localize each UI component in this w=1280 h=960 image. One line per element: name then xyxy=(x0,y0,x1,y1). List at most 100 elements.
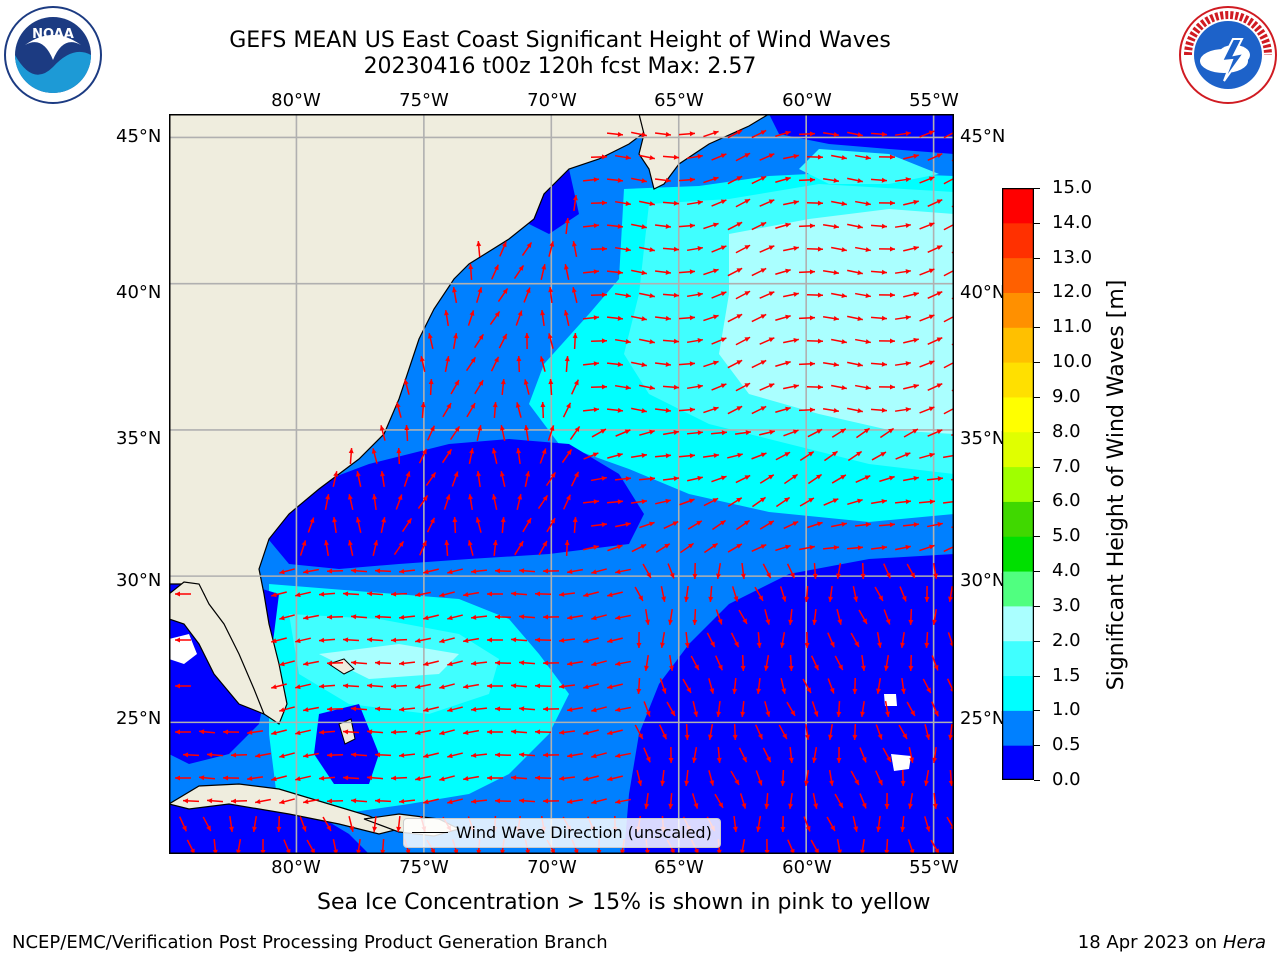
arrow-head xyxy=(736,268,743,273)
colorbar-bin xyxy=(1002,501,1034,537)
arrow-head xyxy=(615,661,621,667)
colorbar-bin xyxy=(1002,745,1034,780)
arrow-head xyxy=(808,451,814,457)
arrow-head xyxy=(470,403,476,409)
gulf-coast-land xyxy=(169,581,266,716)
arrow-head xyxy=(525,287,531,294)
arrow-head xyxy=(601,476,607,481)
arrow-head xyxy=(804,734,810,740)
lat-label-right: 35°N xyxy=(960,428,1006,449)
arrow-head xyxy=(301,825,307,832)
arrow-head xyxy=(525,471,531,477)
arrow-head xyxy=(693,803,699,809)
arrow-head xyxy=(518,541,524,547)
arrow-head xyxy=(439,638,445,644)
lat-label-right: 45°N xyxy=(960,126,1006,147)
arrow-head xyxy=(720,291,727,297)
arrow-head xyxy=(325,494,331,500)
arrow-head xyxy=(583,638,589,644)
colorbar-tick xyxy=(1034,466,1040,468)
arrow-head xyxy=(928,314,935,320)
arrow-head xyxy=(199,775,205,781)
arrow-head xyxy=(804,596,810,602)
arrow-head xyxy=(884,803,890,809)
arrow-head xyxy=(549,241,555,247)
arrow-head xyxy=(396,826,402,832)
colorbar-bin xyxy=(1002,327,1034,363)
arrow-head xyxy=(487,775,493,781)
arrow-head xyxy=(841,385,847,391)
arrow-head xyxy=(601,384,607,390)
arrow-head xyxy=(583,684,589,690)
arrow-head xyxy=(567,569,573,574)
arrow-head xyxy=(439,776,445,782)
arrow-head xyxy=(543,660,549,666)
arrow-head xyxy=(792,429,799,435)
arrow-head xyxy=(692,619,698,625)
arrow-head xyxy=(830,825,835,831)
colorbar-tick xyxy=(1034,780,1040,781)
arrow-head xyxy=(231,752,237,758)
arrow-head xyxy=(833,315,839,321)
arrow-head xyxy=(471,660,477,666)
colorbar-tick xyxy=(1034,396,1040,398)
arrow-head xyxy=(453,333,458,339)
arrow-head xyxy=(398,541,404,547)
arrow-head xyxy=(788,665,794,671)
arrow-head xyxy=(841,293,847,299)
arrow-head xyxy=(559,591,565,597)
arrow-head xyxy=(567,615,573,620)
arrow-head xyxy=(665,361,671,367)
arrow-head xyxy=(375,752,381,758)
arrow-head xyxy=(768,520,774,526)
lat-label-right: 25°N xyxy=(960,708,1006,729)
arrow-head xyxy=(487,637,493,643)
arrow-head xyxy=(446,449,452,455)
arrow-head xyxy=(813,711,819,717)
arrow-head xyxy=(689,131,695,137)
arrow-head xyxy=(790,710,795,716)
arrow-head xyxy=(641,132,647,138)
arrow-head xyxy=(540,402,546,408)
arrow-head xyxy=(881,131,887,137)
arrow-head xyxy=(399,614,405,620)
arrow-head xyxy=(319,683,325,689)
arrow-head xyxy=(463,730,469,735)
arrow-head xyxy=(541,448,547,455)
arrow-head xyxy=(833,407,839,413)
arrow-head xyxy=(207,752,213,758)
arrow-head xyxy=(709,688,715,694)
colorbar-tick xyxy=(1034,501,1040,503)
legend-label: Wind Wave Direction (unscaled) xyxy=(456,823,712,842)
arrow-head xyxy=(279,753,285,759)
arrow-head xyxy=(764,665,769,671)
arrow-head xyxy=(447,615,453,621)
arrow-head xyxy=(566,449,572,455)
arrow-head xyxy=(571,287,577,293)
arrow-head xyxy=(900,826,906,832)
arrow-head xyxy=(736,314,743,319)
arrow-head xyxy=(447,753,453,759)
arrow-head xyxy=(271,776,277,782)
arrow-head xyxy=(665,315,671,321)
arrow-head xyxy=(591,661,597,667)
arrow-head xyxy=(446,403,452,409)
arrow-head xyxy=(439,684,445,690)
arrow-head xyxy=(625,521,631,527)
arrow-head xyxy=(760,452,767,458)
arrow-head xyxy=(865,247,871,253)
arrow-head xyxy=(793,153,799,159)
arrow-head xyxy=(380,471,386,477)
arrow-head xyxy=(900,780,906,786)
arrow-head xyxy=(593,223,599,229)
arrow-head xyxy=(881,545,887,551)
arrow-head xyxy=(625,476,631,482)
arrow-head xyxy=(929,544,935,550)
colorbar-tick-label: 3.0 xyxy=(1052,594,1081,616)
arrow-head xyxy=(463,776,469,781)
arrow-head xyxy=(782,733,787,740)
arrow-head xyxy=(371,448,377,454)
arrow-head xyxy=(710,641,715,648)
arrow-head xyxy=(463,592,469,597)
arrow-head xyxy=(809,407,815,413)
